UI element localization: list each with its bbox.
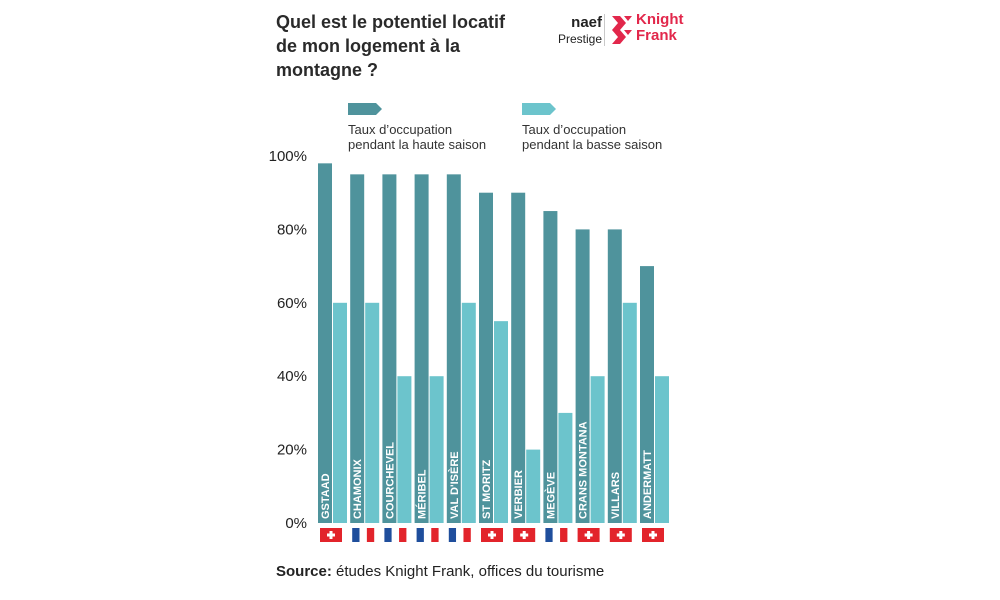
bar-low-season: [590, 376, 605, 523]
bar-high-season: [318, 163, 332, 523]
swiss-flag-cross-horizontal: [520, 533, 529, 537]
bar-category-label: COURCHEVEL: [384, 442, 396, 519]
bar-low-season: [461, 302, 476, 523]
swiss-flag-icon: [320, 528, 342, 542]
y-axis: 100% 80% 60% 40% 20% 0%: [269, 148, 307, 532]
swiss-flag-cross-horizontal: [649, 533, 657, 537]
logo-separator: [604, 14, 605, 46]
bar-low-season: [365, 302, 380, 523]
swiss-flag-cross-horizontal: [616, 533, 625, 537]
french-flag-icon: [416, 528, 439, 542]
source-text: études Knight Frank, offices du tourisme: [336, 563, 605, 580]
chart-title: Quel est le potentiel locatif de mon log…: [276, 12, 506, 80]
legend-label-line: Taux d’occupation: [522, 122, 626, 137]
swiss-flag-cross-horizontal: [584, 533, 593, 537]
y-tick-label: 60%: [277, 295, 307, 312]
bar-category-label: GSTAAD: [320, 473, 332, 519]
bar-low-season: [558, 412, 573, 523]
bar-category-label: VERBIER: [513, 470, 525, 519]
french-flag-white: [423, 528, 432, 542]
source-label: Source:: [276, 563, 332, 580]
bar-category-label: VAL D'ISÈRE: [448, 451, 461, 519]
legend-label-line: Taux d’occupation: [348, 122, 452, 137]
bars: GSTAAD CHAMONIX COURCHEVEL MÉRIBEL VAL D'ISÈ…: [318, 163, 669, 524]
y-tick-label: 0%: [285, 515, 307, 532]
prestige-logo-text: Prestige: [557, 32, 602, 46]
bar-category-label: MÉRIBEL: [416, 469, 429, 519]
bar-low-season: [494, 321, 508, 523]
swiss-flag-icon: [481, 528, 503, 542]
french-flag-blue: [352, 528, 360, 542]
bar-high-season: [511, 192, 526, 523]
bar-high-season: [382, 174, 397, 523]
swiss-flag-icon: [513, 528, 536, 542]
bar-category-label: ANDERMATT: [642, 450, 654, 519]
country-flags: [320, 528, 664, 542]
french-flag-blue: [545, 528, 553, 542]
bar-low-season: [655, 376, 669, 523]
french-flag-red: [399, 528, 407, 542]
legend-swatch-low: [522, 103, 556, 115]
french-flag-red: [560, 528, 568, 542]
french-flag-white: [456, 528, 464, 542]
swiss-flag-icon: [609, 528, 632, 542]
bar-low-season: [429, 376, 444, 523]
y-tick-label: 80%: [277, 221, 307, 238]
bar-high-season: [575, 229, 590, 523]
legend-label-line: pendant la haute saison: [348, 137, 486, 152]
french-flag-icon: [448, 528, 471, 542]
bar-high-season: [446, 174, 461, 523]
french-flag-white: [391, 528, 400, 542]
bar-low-season: [526, 449, 541, 523]
bar-high-season: [479, 192, 493, 523]
swiss-flag-icon: [577, 528, 600, 542]
knight-frank-logo-icon: [612, 16, 632, 44]
french-flag-red: [463, 528, 471, 542]
bar-high-season: [640, 266, 654, 523]
source-note: Source: études Knight Frank, offices du …: [276, 563, 604, 580]
naef-logo-text: naef: [571, 14, 602, 31]
swiss-flag-icon: [642, 528, 664, 542]
bar-category-label: CHAMONIX: [352, 458, 364, 519]
bar-low-season: [333, 302, 347, 523]
y-tick-label: 40%: [277, 368, 307, 385]
bar-high-season: [607, 229, 622, 523]
french-flag-blue: [416, 528, 424, 542]
french-flag-icon: [384, 528, 407, 542]
french-flag-blue: [384, 528, 392, 542]
french-flag-icon: [352, 528, 375, 542]
bar-category-label: ST MORITZ: [481, 459, 493, 519]
legend-swatch-high: [348, 103, 382, 115]
french-flag-white: [359, 528, 367, 542]
legend-label-line: pendant la basse saison: [522, 137, 662, 152]
bar-high-season: [543, 211, 558, 524]
bar-category-label: MEGÈVE: [544, 472, 557, 519]
bar-high-season: [350, 174, 365, 523]
bar-category-label: CRANS MONTANA: [578, 421, 590, 519]
swiss-flag-cross-horizontal: [488, 533, 496, 537]
brand-logos: naef Prestige Knight Frank: [540, 12, 690, 48]
kf-line2: Frank: [636, 27, 677, 44]
french-flag-icon: [545, 528, 568, 542]
french-flag-blue: [448, 528, 457, 542]
swiss-flag-cross-horizontal: [327, 533, 335, 537]
bar-high-season: [414, 174, 429, 523]
bar-low-season: [397, 376, 412, 523]
bar-low-season: [622, 302, 637, 523]
bar-category-label: VILLARS: [610, 472, 622, 519]
french-flag-red: [366, 528, 375, 542]
y-tick-label: 20%: [277, 442, 307, 459]
kf-line1: Knight: [636, 11, 684, 28]
french-flag-white: [552, 528, 561, 542]
knight-frank-logo-text: Knight Frank: [636, 12, 683, 44]
y-tick-label: 100%: [269, 148, 307, 165]
french-flag-red: [431, 528, 439, 542]
